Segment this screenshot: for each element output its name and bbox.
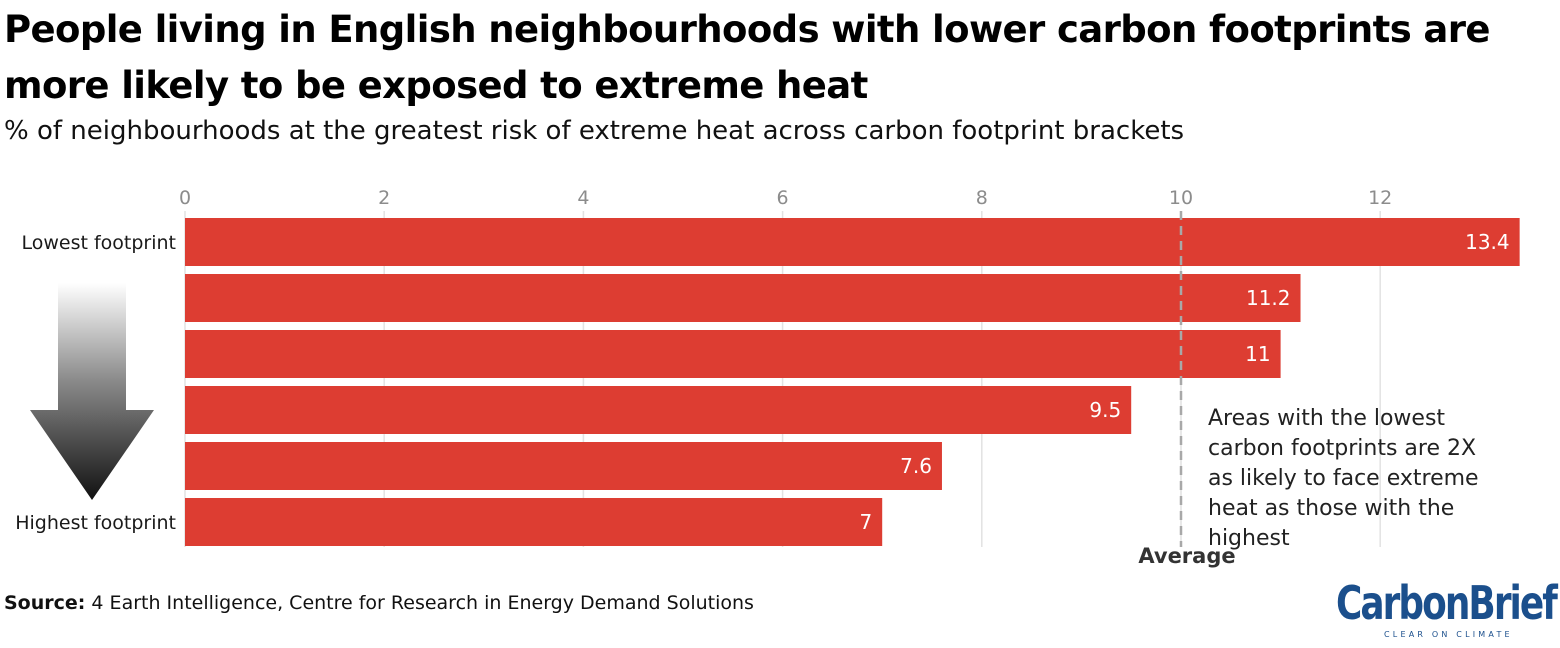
category-label: Highest footprint xyxy=(15,512,176,534)
bar xyxy=(185,218,1520,266)
x-tick-label: 4 xyxy=(577,187,589,209)
bar-value-label: 7 xyxy=(859,510,872,534)
chart-subtitle: % of neighbourhoods at the greatest risk… xyxy=(4,116,1185,146)
bar-value-label: 7.6 xyxy=(900,454,932,478)
bar xyxy=(185,498,883,546)
x-tick-label: 2 xyxy=(378,187,390,209)
category-label: Lowest footprint xyxy=(21,232,176,254)
source-text: 4 Earth Intelligence, Centre for Researc… xyxy=(85,592,754,614)
bar-chart: 0 2 4 6 8 10 12 13.4 Lowest footprint 11.2 11 9.5 7.… xyxy=(15,187,1520,568)
logo-tagline: CLEAR ON CLIMATE xyxy=(1384,630,1513,639)
x-tick-label: 0 xyxy=(179,187,191,209)
average-label: Average xyxy=(1138,544,1235,568)
source-label: Source: xyxy=(4,592,86,614)
x-tick-label: 10 xyxy=(1169,187,1193,209)
bar-value-label: 11.2 xyxy=(1246,286,1291,310)
carbonbrief-logo: CarbonBrief CLEAR ON CLIMATE xyxy=(1336,578,1558,644)
chart-title: People living in English neighbourhoods … xyxy=(4,8,1491,107)
x-tick-label: 8 xyxy=(976,187,988,209)
bar-value-label: 13.4 xyxy=(1465,230,1510,254)
logo-wordmark: CarbonBrief xyxy=(1336,576,1558,630)
x-tick-label: 6 xyxy=(777,187,789,209)
source-note: Source: 4 Earth Intelligence, Centre for… xyxy=(4,592,754,614)
bar xyxy=(185,330,1281,378)
bar-value-label: 9.5 xyxy=(1089,398,1121,422)
bar xyxy=(185,442,942,490)
annotation-text: Areas with the lowest carbon footprints a… xyxy=(1208,406,1479,551)
x-tick-label: 12 xyxy=(1368,187,1392,209)
bar-value-label: 11 xyxy=(1245,342,1270,366)
bar xyxy=(185,274,1301,322)
bar xyxy=(185,386,1132,434)
direction-arrow-icon xyxy=(30,283,154,500)
